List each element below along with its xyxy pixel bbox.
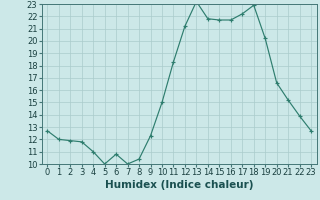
- X-axis label: Humidex (Indice chaleur): Humidex (Indice chaleur): [105, 180, 253, 190]
